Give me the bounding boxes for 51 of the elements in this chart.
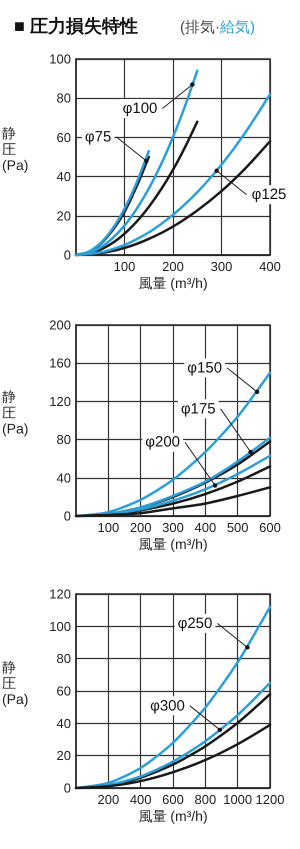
annotation: φ125 (252, 186, 286, 204)
x-tick-label: 600 (259, 520, 281, 535)
y-tick-label: 120 (49, 586, 71, 602)
y-tick-label: 0 (64, 508, 71, 524)
x-tick-label: 300 (162, 520, 184, 535)
x-tick-label: 200 (162, 259, 184, 274)
x-tick-label: 400 (194, 520, 216, 535)
y-tick-label: 40 (56, 169, 71, 184)
y-tick-label: 60 (56, 130, 71, 145)
x-tick-label: 400 (130, 792, 152, 807)
x-tick-label: 100 (114, 259, 136, 274)
x-tick-label: 1200 (256, 792, 284, 807)
y-tick-label: 0 (64, 780, 71, 796)
x-tick-label: 800 (194, 792, 216, 807)
annotation: φ75 (84, 128, 112, 146)
y-tick-label: 20 (56, 748, 71, 764)
y-tick-label: 20 (56, 208, 71, 224)
x-tick-label: 100 (97, 520, 120, 535)
x-axis-title: 風量 (m³/h) (138, 536, 208, 552)
x-tick-label: 200 (97, 792, 120, 807)
x-tick-label: 300 (210, 259, 232, 274)
annotation: φ250 (178, 614, 212, 632)
y-tick-label: 100 (49, 618, 71, 634)
y-tick-label: 0 (64, 248, 71, 262)
annotation: φ150 (187, 359, 222, 376)
annotation: φ300 (150, 697, 185, 714)
y-tick-label: 100 (49, 52, 71, 66)
x-tick-label: 600 (162, 792, 184, 807)
x-tick-label: 400 (259, 259, 281, 274)
y-tick-label: 40 (56, 716, 71, 731)
x-axis-title: 風量 (m³/h) (138, 808, 208, 824)
chart-title: ■ 圧力損失特性 (14, 16, 138, 36)
annotation: φ100 (122, 100, 158, 117)
y-tick-label: 120 (49, 394, 71, 409)
y-axis-title: 静圧(Pa) (2, 125, 28, 173)
x-tick-label: 200 (130, 520, 152, 535)
annotation: φ175 (180, 400, 216, 418)
y-axis-title: 静圧(Pa) (2, 388, 28, 436)
y-tick-label: 200 (49, 318, 71, 332)
chart-subtitle: (排気·給気) (180, 19, 255, 36)
y-tick-label: 40 (56, 470, 71, 486)
annotation: φ200 (145, 434, 180, 451)
y-tick-label: 160 (49, 356, 71, 371)
x-tick-label: 1000 (223, 792, 252, 807)
x-axis-title: 風量 (m³/h) (138, 275, 208, 291)
x-tick-label: 500 (226, 520, 249, 535)
y-tick-label: 80 (56, 432, 71, 448)
y-tick-label: 80 (56, 90, 71, 106)
y-tick-label: 80 (56, 651, 71, 666)
y-axis-title: 静圧(Pa) (2, 659, 28, 707)
y-tick-label: 60 (56, 684, 71, 698)
